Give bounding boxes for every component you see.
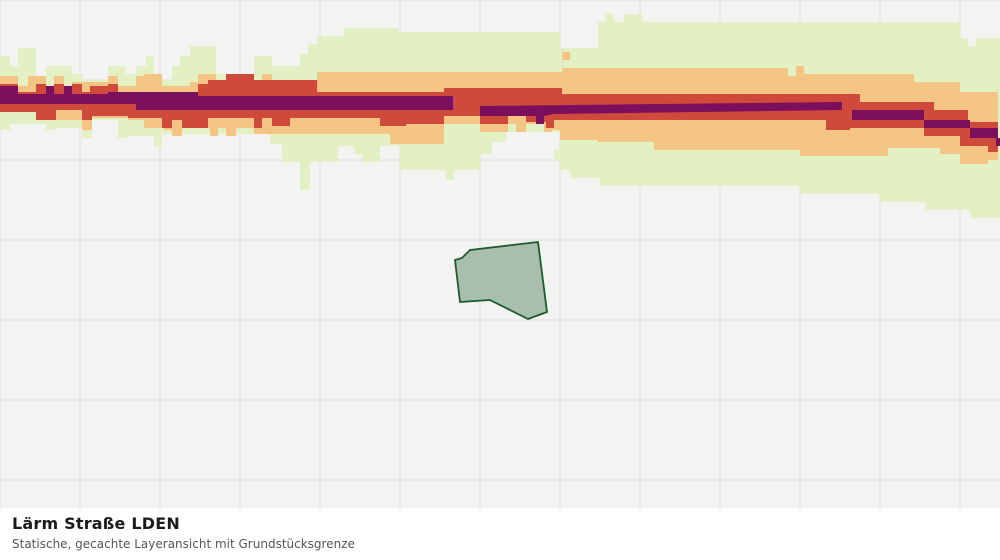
map-title: Lärm Straße LDEN <box>12 514 180 533</box>
map-subtitle: Statische, gecachte Layeransicht mit Gru… <box>12 537 355 551</box>
noise-map <box>0 0 1000 508</box>
noise-zone-level-4 <box>852 110 1000 146</box>
map-view[interactable] <box>0 0 1000 508</box>
noise-zone-level-4 <box>136 96 453 110</box>
caption-panel: Lärm Straße LDEN Statische, gecachte Lay… <box>0 508 1000 560</box>
noise-zone-level-4 <box>480 102 842 124</box>
parcel-boundary[interactable] <box>454 241 548 320</box>
